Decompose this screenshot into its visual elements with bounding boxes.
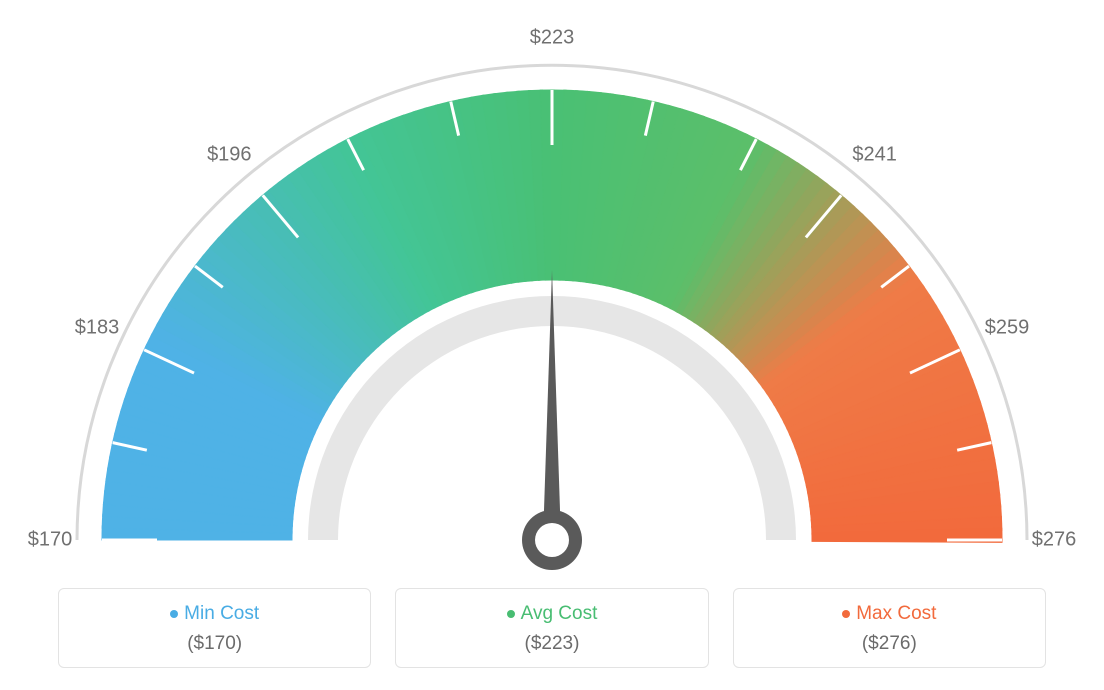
legend-row: Min Cost ($170) Avg Cost ($223) Max Cost ($27… [58,588,1046,668]
legend-title: Min Cost [69,603,360,625]
legend-dot-icon [507,610,515,618]
legend-value: ($170) [69,633,360,655]
gauge-tick-label: $170 [28,529,73,552]
legend-title: Avg Cost [406,603,697,625]
legend-title: Max Cost [744,603,1035,625]
legend-card: Max Cost ($276) [733,588,1046,668]
gauge-chart: $170 $183 $196 $223 $241 $259 $276 [0,10,1104,580]
legend-card: Min Cost ($170) [58,588,371,668]
gauge-tick-label: $241 [852,144,897,167]
legend-value: ($276) [744,633,1035,655]
legend-title-text: Max Cost [856,603,936,624]
gauge-hub-inner [535,523,569,557]
legend-card: Avg Cost ($223) [395,588,708,668]
gauge-tick-label: $183 [75,316,120,339]
gauge-tick-label: $259 [985,316,1030,339]
gauge-tick-label: $276 [1032,529,1077,552]
gauge-tick-label: $196 [207,144,252,167]
gauge-tick-label: $223 [530,27,575,50]
legend-value: ($223) [406,633,697,655]
legend-title-text: Avg Cost [521,603,598,624]
legend-dot-icon [842,610,850,618]
legend-title-text: Min Cost [184,603,259,624]
gauge-svg [0,10,1104,580]
legend-dot-icon [170,610,178,618]
